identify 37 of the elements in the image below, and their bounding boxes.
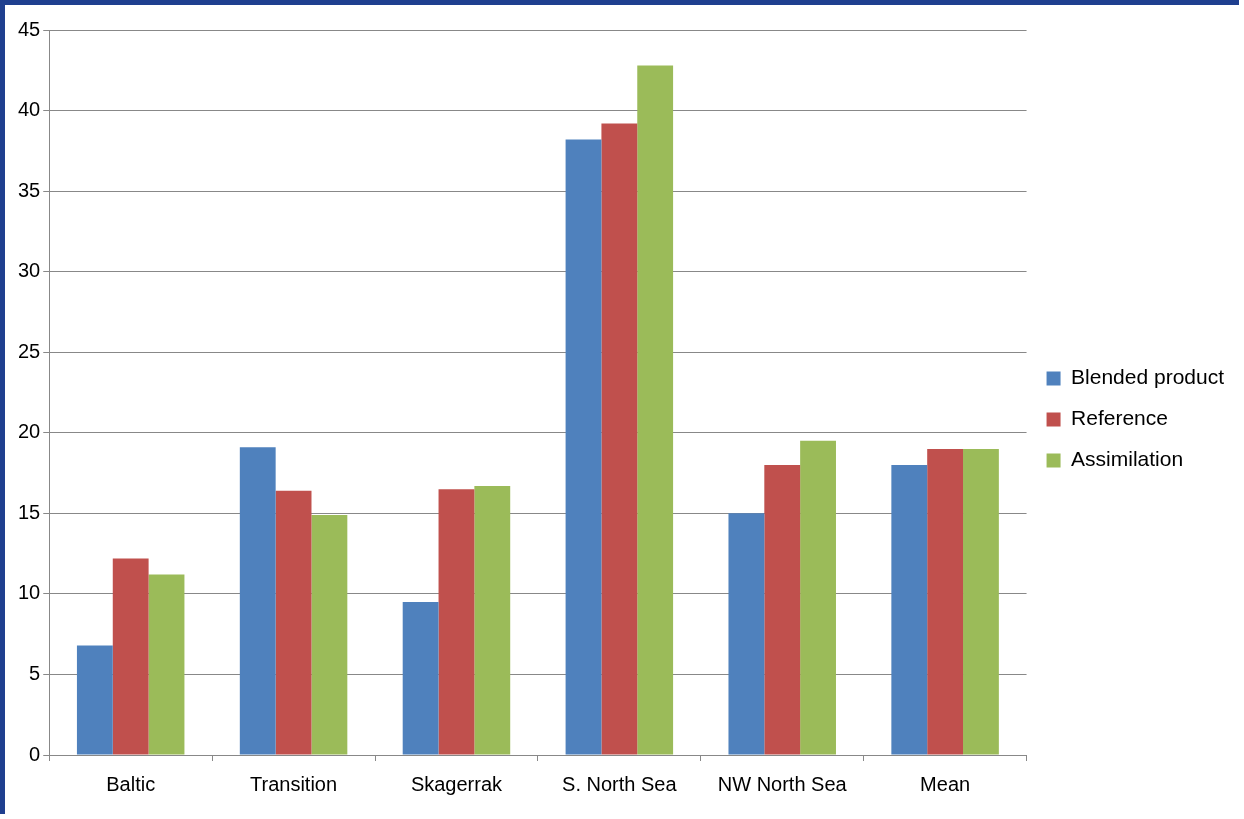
legend-label: Assimilation xyxy=(1071,447,1184,471)
bar xyxy=(764,465,801,755)
bar xyxy=(438,489,475,755)
bar xyxy=(927,448,964,755)
bar xyxy=(148,574,185,755)
x-tick-label: Mean xyxy=(920,772,971,795)
bar xyxy=(565,139,602,755)
bar xyxy=(637,65,674,755)
x-tick-label: Baltic xyxy=(106,772,156,795)
y-tick-label: 15 xyxy=(18,500,41,523)
y-tick-label: 0 xyxy=(29,742,41,765)
bar xyxy=(601,123,638,755)
x-tick-label: S. North Sea xyxy=(562,772,678,795)
y-tick-label: 25 xyxy=(18,339,41,362)
y-tick-label: 40 xyxy=(18,98,41,121)
bar xyxy=(728,513,765,755)
bar xyxy=(275,490,312,755)
y-tick-label: 30 xyxy=(18,259,41,282)
y-tick-label: 5 xyxy=(29,661,41,684)
bar xyxy=(800,440,836,755)
bar xyxy=(891,465,928,755)
bar xyxy=(112,558,149,755)
x-tick-label: Transition xyxy=(250,772,338,795)
bar xyxy=(76,645,113,755)
y-tick-label: 45 xyxy=(18,17,41,40)
x-tick-label: Skagerrak xyxy=(410,772,504,795)
y-tick-label: 35 xyxy=(18,178,41,201)
bar xyxy=(239,447,276,755)
bar xyxy=(474,485,511,755)
bar xyxy=(402,601,439,755)
bar xyxy=(963,448,999,755)
legend-label: Blended product xyxy=(1071,365,1225,389)
legend-label: Reference xyxy=(1071,406,1168,430)
bar xyxy=(311,514,348,755)
y-tick-label: 20 xyxy=(18,420,41,443)
x-tick-label: NW North Sea xyxy=(717,772,848,795)
y-tick-label: 10 xyxy=(18,581,41,604)
